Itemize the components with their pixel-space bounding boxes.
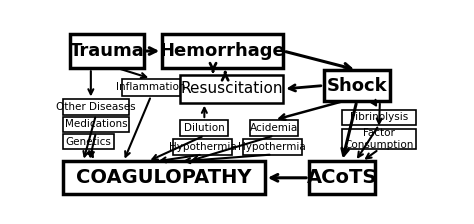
FancyBboxPatch shape — [250, 120, 298, 136]
FancyBboxPatch shape — [70, 34, 144, 68]
Text: Hypothermia: Hypothermia — [238, 142, 306, 152]
FancyBboxPatch shape — [309, 162, 375, 194]
FancyBboxPatch shape — [181, 75, 283, 103]
Text: Medications: Medications — [64, 119, 128, 129]
FancyBboxPatch shape — [342, 129, 416, 149]
FancyBboxPatch shape — [162, 34, 283, 68]
FancyBboxPatch shape — [63, 162, 265, 194]
FancyBboxPatch shape — [342, 110, 416, 125]
Text: Hemorrhage: Hemorrhage — [160, 42, 286, 60]
Text: ACoTS: ACoTS — [307, 168, 377, 187]
Text: Dilution: Dilution — [184, 123, 225, 133]
Text: Acidemia: Acidemia — [250, 123, 298, 133]
FancyBboxPatch shape — [63, 99, 129, 115]
Text: Inflammation: Inflammation — [116, 82, 186, 92]
FancyBboxPatch shape — [63, 134, 114, 149]
Text: Hypothermia: Hypothermia — [169, 142, 237, 152]
FancyBboxPatch shape — [63, 116, 129, 132]
Text: Shock: Shock — [327, 77, 387, 95]
Text: COAGULOPATHY: COAGULOPATHY — [76, 168, 252, 187]
FancyBboxPatch shape — [173, 139, 232, 155]
Text: Trauma: Trauma — [70, 42, 145, 60]
FancyBboxPatch shape — [181, 120, 228, 136]
FancyBboxPatch shape — [324, 70, 390, 101]
Text: Genetics: Genetics — [66, 137, 111, 146]
FancyBboxPatch shape — [243, 139, 301, 155]
Text: Factor
Consumption: Factor Consumption — [344, 128, 413, 150]
FancyBboxPatch shape — [122, 79, 181, 96]
Text: Other Diseases: Other Diseases — [56, 102, 136, 112]
Text: Fibrinolysis: Fibrinolysis — [350, 112, 408, 123]
Text: Resuscitation: Resuscitation — [181, 82, 283, 97]
